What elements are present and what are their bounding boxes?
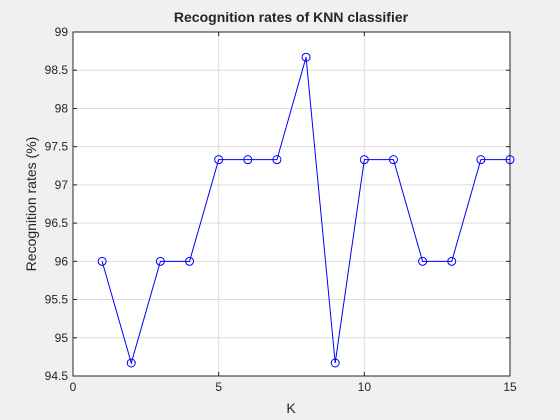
y-axis-label: Recognition rates (%): [23, 137, 39, 272]
plot-area: [73, 32, 510, 376]
data-point-marker: [359, 155, 369, 165]
tick-labels: 0 5 10 15 94.5 95 95.5 96 96.5 97 97.5 98 98.5 99: [45, 25, 517, 394]
chart-title: Recognition rates of KNN classifier: [174, 9, 409, 25]
y-tick-label: 94.5: [45, 369, 69, 383]
y-tick-label: 98: [55, 101, 69, 115]
x-tick-label: 0: [70, 380, 77, 394]
y-tick-label: 97.5: [45, 140, 69, 154]
data-point-marker: [301, 52, 311, 62]
y-tick-label: 97: [55, 178, 69, 192]
data-point-marker: [126, 358, 136, 368]
data-point-marker: [243, 155, 253, 165]
y-tick-label: 96: [55, 254, 69, 268]
data-line: [101, 57, 510, 365]
axes-box: [72, 31, 511, 377]
y-tick-label: 95.5: [45, 293, 69, 307]
series-line: [97, 52, 515, 368]
data-point-marker: [388, 155, 398, 165]
data-point-marker: [185, 256, 195, 266]
x-tick-label: 10: [358, 380, 372, 394]
y-tick-label: 99: [55, 25, 69, 39]
x-tick-label: 15: [503, 380, 517, 394]
x-axis-label: K: [286, 400, 296, 416]
data-point-marker: [330, 358, 340, 368]
axis-ticks: [72, 31, 511, 377]
data-point-marker: [476, 155, 486, 165]
y-tick-label: 95: [55, 331, 69, 345]
data-point-marker: [272, 155, 282, 165]
x-tick-label: 5: [215, 380, 222, 394]
data-point-marker: [97, 256, 107, 266]
data-point-marker: [155, 256, 165, 266]
data-point-marker: [505, 155, 515, 165]
y-tick-label: 98.5: [45, 63, 69, 77]
data-point-marker: [418, 256, 428, 266]
data-point-marker: [447, 256, 457, 266]
y-tick-label: 96.5: [45, 216, 69, 230]
data-point-marker: [214, 155, 224, 165]
